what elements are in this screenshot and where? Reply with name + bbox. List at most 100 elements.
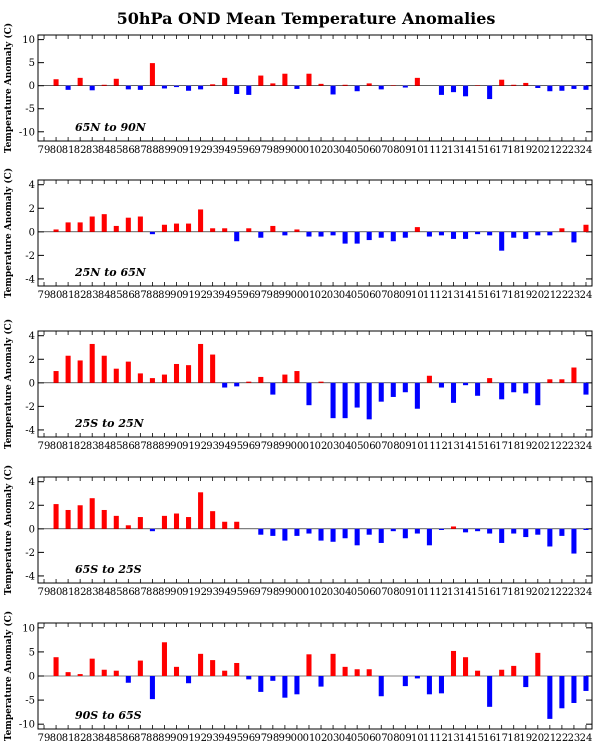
x-tick-label: 89	[158, 441, 171, 452]
bar-88	[149, 231, 155, 235]
x-tick-label: 21	[543, 145, 556, 156]
x-tick-label: 22	[556, 733, 569, 744]
bar-92	[198, 653, 204, 676]
region-label: 65N to 90N	[75, 121, 147, 134]
bar-07	[378, 528, 384, 543]
x-tick-label: 20	[531, 290, 544, 301]
x-tick-label: 92	[194, 587, 207, 598]
x-tick-label: 80	[50, 733, 63, 744]
bar-84	[101, 355, 107, 383]
x-tick-label: 19	[519, 587, 532, 598]
x-tick-label: 89	[158, 145, 171, 156]
bar-95	[234, 662, 240, 676]
bar-83	[89, 498, 95, 529]
bar-04	[342, 666, 348, 676]
x-tick-label: 83	[86, 145, 99, 156]
bar-84	[101, 669, 107, 676]
x-tick-label: 23	[568, 441, 581, 452]
bar-06	[366, 669, 372, 676]
x-tick-label: 18	[507, 441, 520, 452]
x-tick-label: 93	[206, 733, 219, 744]
x-tick-label: 09	[399, 587, 412, 598]
x-tick-label: 80	[50, 290, 63, 301]
bar-94	[222, 521, 228, 529]
bar-21	[547, 676, 553, 719]
bar-95	[234, 382, 240, 387]
y-tick-label: 10	[22, 35, 35, 46]
x-tick-label: 13	[447, 145, 460, 156]
x-tick-label: 19	[519, 290, 532, 301]
bar-11	[426, 676, 432, 695]
bar-98	[270, 225, 276, 232]
x-tick-label: 04	[339, 290, 352, 301]
bar-03	[330, 85, 336, 95]
y-tick-label: 10	[22, 623, 35, 634]
x-tick-label: 22	[556, 145, 569, 156]
bar-05	[354, 382, 360, 408]
bar-04	[342, 382, 348, 419]
x-tick-label: 02	[315, 441, 328, 452]
bar-89	[161, 642, 167, 676]
y-axis-label: Temperature Anomaly (C)	[3, 611, 14, 741]
y-tick-label: 4	[29, 331, 35, 342]
bar-93	[210, 660, 216, 676]
x-tick-label: 23	[568, 733, 581, 744]
x-tick-label: 99	[279, 290, 292, 301]
bar-16	[487, 378, 493, 383]
x-tick-label: 79	[38, 290, 51, 301]
bar-91	[186, 517, 192, 529]
x-tick-label: 12	[435, 290, 448, 301]
x-tick-label: 93	[206, 441, 219, 452]
x-tick-label: 79	[38, 145, 51, 156]
bar-86	[125, 361, 131, 383]
x-tick-label: 96	[242, 441, 255, 452]
x-tick-label: 91	[182, 145, 195, 156]
bar-88	[149, 528, 155, 532]
bar-92	[198, 343, 204, 383]
x-tick-label: 86	[122, 441, 135, 452]
x-tick-label: 20	[531, 733, 544, 744]
region-label: 25S to 25N	[74, 417, 145, 430]
x-tick-label: 12	[435, 145, 448, 156]
x-tick-label: 85	[110, 733, 123, 744]
x-tick-label: 00	[291, 733, 304, 744]
x-tick-label: 85	[110, 441, 123, 452]
bar-95	[234, 85, 240, 94]
bar-89	[161, 224, 167, 232]
x-tick-label: 87	[134, 145, 147, 156]
y-tick-label: -4	[25, 274, 35, 285]
bar-01	[306, 382, 312, 406]
x-tick-label: 96	[242, 733, 255, 744]
bar-22	[559, 676, 565, 709]
bar-98	[270, 528, 276, 536]
bar-96	[246, 228, 252, 232]
bar-91	[186, 85, 192, 91]
bar-16	[487, 85, 493, 100]
x-tick-label: 10	[411, 733, 424, 744]
bar-81	[65, 509, 71, 529]
bar-06	[366, 83, 372, 86]
bar-82	[77, 222, 83, 232]
bar-83	[89, 216, 95, 232]
bar-01	[306, 231, 312, 237]
x-tick-label: 98	[266, 145, 279, 156]
bar-13	[450, 231, 457, 239]
x-tick-label: 24	[580, 733, 593, 744]
x-tick-label: 81	[62, 145, 75, 156]
bar-22	[559, 528, 565, 536]
x-tick-label: 88	[146, 145, 159, 156]
x-tick-label: 91	[182, 290, 195, 301]
x-tick-label: 24	[580, 290, 593, 301]
bar-24	[583, 85, 589, 90]
bar-83	[89, 658, 95, 676]
bar-15	[475, 231, 481, 235]
x-tick-label: 04	[339, 587, 352, 598]
bar-07	[378, 676, 384, 697]
bar-88	[149, 378, 155, 383]
x-tick-label: 99	[279, 587, 292, 598]
bar-80	[53, 79, 59, 86]
x-tick-label: 10	[411, 441, 424, 452]
y-tick-label: -2	[25, 402, 35, 413]
bar-07	[378, 382, 384, 402]
